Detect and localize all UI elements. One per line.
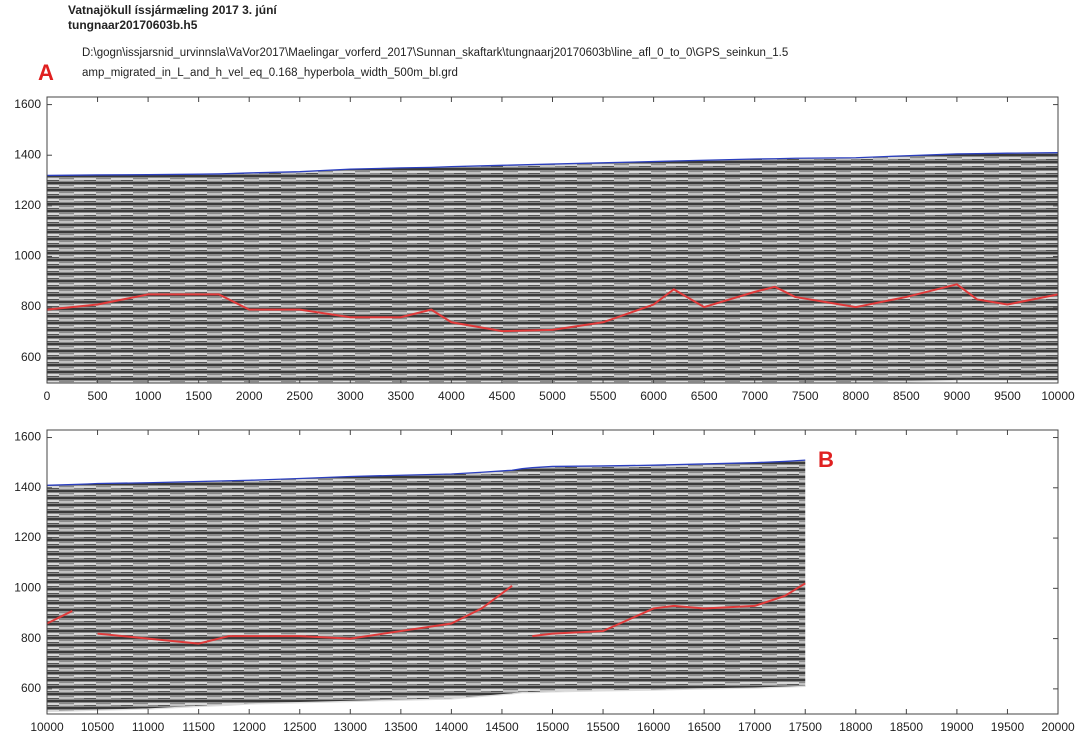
y-tick-label: 600 (21, 681, 41, 695)
x-tick-label: 13500 (384, 720, 418, 734)
x-tick-label: 0 (44, 389, 51, 403)
x-tick-label: 8500 (893, 389, 920, 403)
y-tick-label: 1400 (14, 480, 41, 494)
y-tick-label: 1200 (14, 530, 41, 544)
trace-line (46, 582, 806, 645)
x-tick-label: 15000 (536, 720, 570, 734)
x-tick-label: 1000 (135, 389, 162, 403)
x-tick-label: 10500 (81, 720, 115, 734)
trace-line (46, 459, 806, 486)
grid-file: amp_migrated_in_L_and_h_vel_eq_0.168_hyp… (82, 67, 458, 79)
y-tick-label: 800 (21, 299, 41, 313)
x-tick-label: 3500 (387, 389, 414, 403)
x-tick-label: 7000 (741, 389, 768, 403)
x-tick-label: 9500 (994, 389, 1021, 403)
data-path: D:\gogn\issjarsnid_urvinnsla\VaVor2017\M… (82, 47, 788, 59)
x-tick-label: 11500 (182, 720, 215, 734)
x-tick-label: 16500 (687, 720, 721, 734)
panel-label: A (38, 60, 54, 85)
trace-line (46, 283, 1059, 333)
x-tick-label: 7500 (792, 389, 819, 403)
x-tick-label: 20000 (1041, 720, 1075, 734)
x-tick-label: 4000 (438, 389, 465, 403)
x-tick-label: 5000 (539, 389, 566, 403)
title: Vatnajökull íssjármæling 2017 3. júní (68, 3, 277, 17)
x-tick-label: 1500 (185, 389, 212, 403)
x-tick-label: 14000 (435, 720, 469, 734)
y-tick-label: 1600 (14, 97, 41, 111)
x-tick-label: 19000 (940, 720, 974, 734)
x-tick-label: 13000 (334, 720, 368, 734)
y-tick-label: 1200 (14, 198, 41, 212)
y-tick-label: 800 (21, 631, 41, 645)
x-tick-label: 10000 (30, 720, 64, 734)
x-tick-label: 2000 (236, 389, 263, 403)
x-tick-label: 19500 (991, 720, 1025, 734)
x-tick-label: 6000 (640, 389, 667, 403)
x-tick-label: 3000 (337, 389, 364, 403)
y-tick-label: 1400 (14, 147, 41, 161)
x-tick-label: 18000 (839, 720, 873, 734)
x-tick-label: 12000 (233, 720, 267, 734)
x-tick-label: 15500 (586, 720, 620, 734)
x-tick-label: 11000 (132, 720, 165, 734)
x-tick-label: 17000 (738, 720, 772, 734)
trace-line (46, 685, 806, 713)
x-tick-label: 9000 (944, 389, 971, 403)
x-tick-label: 18500 (890, 720, 924, 734)
x-tick-label: 17500 (789, 720, 823, 734)
x-tick-label: 500 (88, 389, 108, 403)
x-tick-label: 5500 (590, 389, 617, 403)
file-name: tungnaar20170603b.h5 (68, 18, 198, 32)
x-tick-label: 6500 (691, 389, 718, 403)
y-tick-label: 600 (21, 350, 41, 364)
panel-label: B (818, 447, 834, 472)
y-tick-label: 1600 (14, 430, 41, 444)
x-tick-label: 16000 (637, 720, 671, 734)
x-tick-label: 14500 (485, 720, 519, 734)
x-tick-label: 2500 (286, 389, 313, 403)
radargram (47, 152, 1058, 383)
x-tick-label: 10000 (1041, 389, 1075, 403)
y-tick-label: 1000 (14, 581, 41, 595)
radargram (47, 460, 806, 712)
y-tick-label: 1000 (14, 249, 41, 263)
x-tick-label: 8000 (842, 389, 869, 403)
x-tick-label: 12500 (283, 720, 317, 734)
x-tick-label: 4500 (489, 389, 516, 403)
trace-line (46, 152, 1059, 177)
